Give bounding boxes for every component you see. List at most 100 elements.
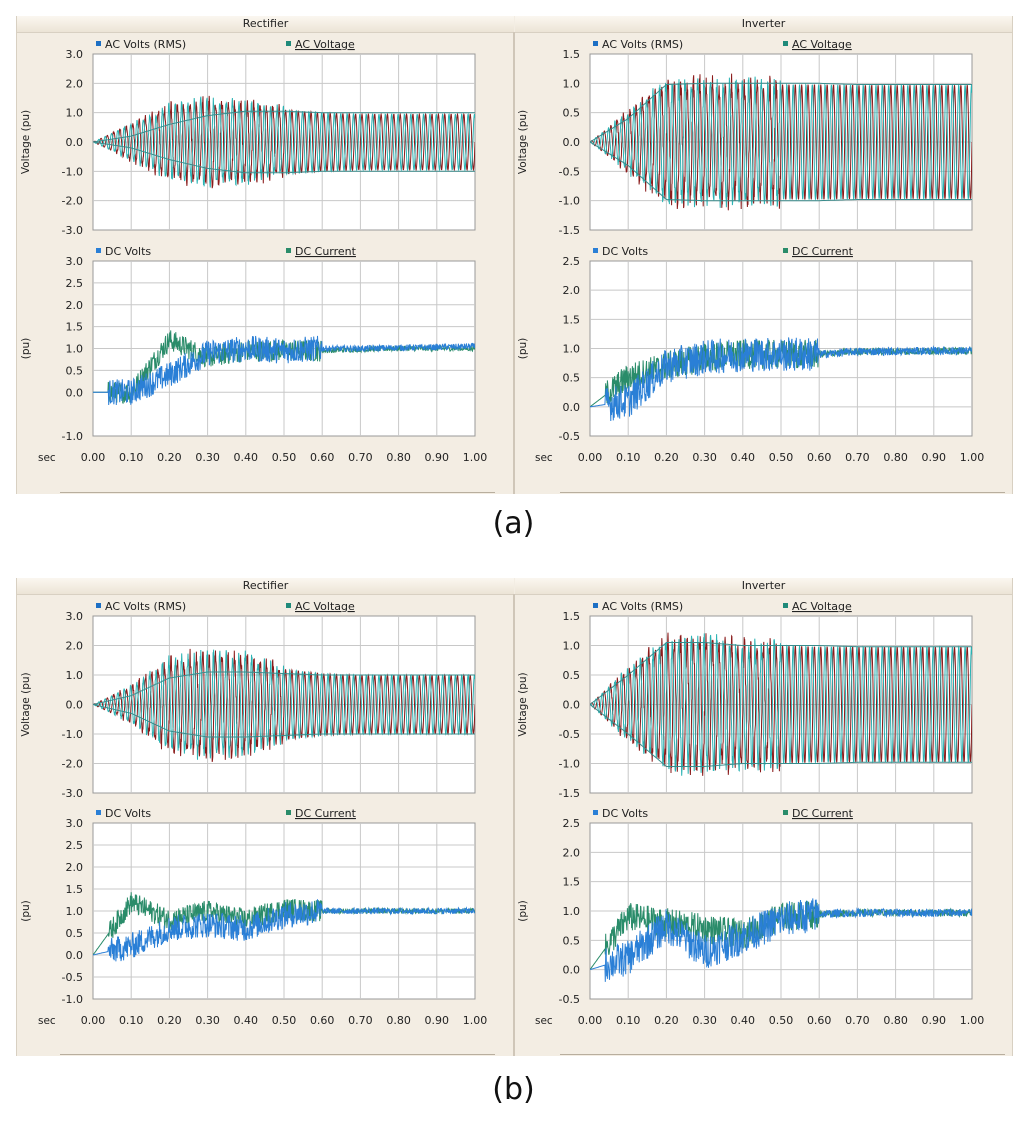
y-tick-label: -1.0: [62, 993, 83, 1006]
y-tick-label: 1.5: [66, 321, 84, 334]
y-tick-label: 0.5: [563, 669, 581, 682]
x-tick-label: 0.80: [386, 1014, 411, 1027]
series-ac-voltage-phase-b: [590, 633, 972, 776]
legend-label: DC Current: [295, 245, 357, 258]
y-tick-label: 0.0: [66, 699, 84, 712]
bottom-strip: [60, 1054, 495, 1055]
y-tick-label: 2.0: [563, 846, 581, 859]
chart-a-inv-ac: 1.5 1.0 0.5 0.0 -0.5 -1.0 -1.5 Voltage (pu) AC V…: [517, 38, 973, 237]
x-tick-label: 0.70: [845, 1014, 870, 1027]
x-tick-label: 0.20: [654, 451, 679, 464]
series-dc-volts: [590, 337, 972, 422]
y-tick-label: 0.0: [563, 401, 581, 414]
series-ac-volts-rms: [590, 642, 972, 705]
legend-swatch: [286, 41, 291, 46]
y-tick-label: 1.0: [66, 107, 84, 120]
figure-caption-b: (b): [492, 1072, 535, 1107]
y-axis-label: Voltage (pu): [517, 672, 529, 736]
chart-b-rect-dc: 3.0 2.5 2.0 1.5 1.0 0.5 0.0 -0.5 -1.0 (pu) DC Volt…: [20, 807, 487, 1027]
legend-swatch: [96, 810, 101, 815]
y-tick-label: 2.0: [66, 77, 84, 90]
x-tick-label: 0.40: [731, 1014, 756, 1027]
series-dc-volts: [590, 898, 972, 982]
series-ac-volts-rms: [93, 110, 475, 143]
bottom-strip: [560, 1054, 1005, 1055]
x-tick-label: 0.90: [425, 451, 450, 464]
series-ac-volts-rms-lower: [590, 141, 972, 202]
y-tick-label: -1.0: [62, 165, 83, 178]
x-tick-label: 0.80: [386, 451, 411, 464]
x-tick-label: 0.30: [692, 451, 717, 464]
chart-b-inv-ac: 1.5 1.0 0.5 0.0 -0.5 -1.0 -1.5 Voltage (pu) AC V…: [517, 600, 973, 800]
y-axis-label: (pu): [517, 338, 529, 360]
y-tick-label: 3.0: [66, 817, 84, 830]
y-tick-label: 2.0: [66, 861, 84, 874]
y-tick-label: 2.0: [66, 640, 84, 653]
x-tick-label: 0.70: [845, 451, 870, 464]
x-tick-label: 1.00: [960, 451, 985, 464]
y-tick-label: -2.0: [62, 195, 83, 208]
legend-label: DC Current: [792, 245, 854, 258]
x-tick-label: 0.70: [348, 1014, 373, 1027]
y-tick-label: -0.5: [559, 728, 580, 741]
series-dc-volts: [93, 899, 475, 962]
x-tick-label: 0.80: [883, 1014, 908, 1027]
series-ac-volts-rms: [93, 671, 475, 705]
y-tick-label: -1.0: [559, 195, 580, 208]
legend-swatch: [783, 810, 788, 815]
legend-swatch: [593, 41, 598, 46]
legend-swatch: [783, 603, 788, 608]
y-tick-label: 1.0: [563, 77, 581, 90]
x-tick-label: 0.50: [272, 451, 297, 464]
legend-swatch: [286, 603, 291, 608]
x-tick-label: 0.00: [81, 1014, 106, 1027]
column-separator: [513, 594, 515, 1056]
x-tick-label: 0.40: [234, 1014, 259, 1027]
legend-swatch: [96, 248, 101, 253]
legend-swatch: [96, 603, 101, 608]
legend-label: AC Voltage: [295, 38, 355, 51]
y-tick-label: 0.5: [563, 107, 581, 120]
x-tick-label: 0.60: [807, 1014, 832, 1027]
x-tick-label: 0.00: [578, 1014, 603, 1027]
x-tick-label: 0.10: [119, 1014, 144, 1027]
x-tick-label: 0.90: [922, 451, 947, 464]
y-tick-label: 0.5: [66, 364, 84, 377]
x-tick-label: 0.90: [425, 1014, 450, 1027]
y-tick-label: 1.5: [563, 876, 581, 889]
y-tick-label: 0.5: [563, 934, 581, 947]
legend-label: DC Volts: [602, 807, 648, 820]
legend-swatch: [286, 810, 291, 815]
y-tick-label: -0.5: [559, 430, 580, 443]
x-tick-label: 0.70: [348, 451, 373, 464]
y-tick-label: 1.5: [563, 610, 581, 623]
legend-swatch: [783, 41, 788, 46]
y-axis-label: Voltage (pu): [517, 110, 529, 174]
series-ac-voltage-phase-b: [590, 76, 972, 208]
x-tick-label: 1.00: [463, 1014, 488, 1027]
x-tick-label: 0.50: [769, 451, 794, 464]
x-axis-label: sec: [38, 452, 56, 464]
chart-a-rect-ac: 3.0 2.0 1.0 0.0 -1.0 -2.0 -3.0 Voltage (pu) AC V…: [20, 38, 476, 237]
x-tick-label: 0.10: [616, 1014, 641, 1027]
legend-swatch: [593, 810, 598, 815]
y-tick-label: 1.0: [66, 669, 84, 682]
x-tick-label: 0.00: [578, 451, 603, 464]
legend-label: DC Current: [295, 807, 357, 820]
figure-caption-a: (a): [492, 506, 535, 541]
chart-a-inv-dc: 2.5 2.0 1.5 1.0 0.5 0.0 -0.5 (pu) DC Volts DC Cur…: [517, 245, 984, 464]
legend-label: AC Volts (RMS): [602, 600, 683, 613]
series-ac-volts-rms-lower: [93, 141, 475, 174]
y-tick-label: 3.0: [66, 48, 84, 61]
series-ac-volts-rms: [590, 82, 972, 143]
legend-label: AC Voltage: [792, 38, 852, 51]
legend-label: AC Voltage: [792, 600, 852, 613]
x-tick-label: 0.90: [922, 1014, 947, 1027]
y-tick-label: 0.5: [563, 372, 581, 385]
y-tick-label: 2.5: [563, 255, 581, 268]
y-tick-label: 2.5: [66, 277, 84, 290]
legend-swatch: [783, 248, 788, 253]
x-tick-label: 0.60: [807, 451, 832, 464]
y-tick-label: 2.5: [66, 839, 84, 852]
x-tick-label: 0.50: [272, 1014, 297, 1027]
